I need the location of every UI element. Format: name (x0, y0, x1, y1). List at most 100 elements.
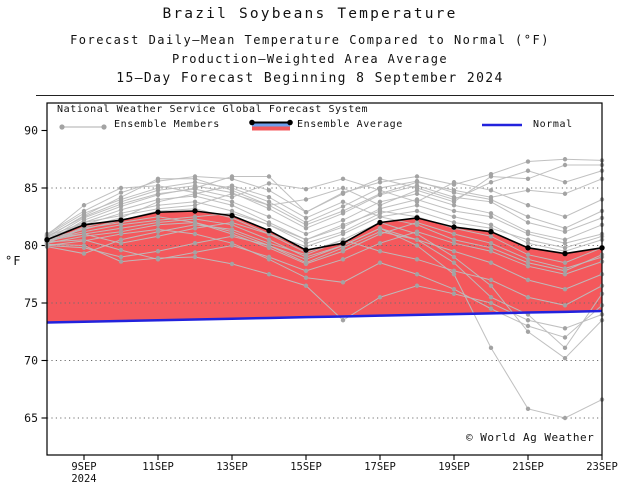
ensemble-member-dot (414, 191, 420, 196)
ensemble-member-dot (488, 195, 494, 200)
ensemble-member-dot (81, 203, 87, 208)
ensemble-member-dot (303, 252, 309, 257)
ensemble-member-dot (414, 174, 420, 179)
ensemble-member-dot (562, 303, 568, 308)
ensemble-member-dot (451, 214, 457, 219)
ensemble-member-line-7 (46, 231, 603, 275)
ensemble-member-dot (414, 237, 420, 242)
ensemble-member-line-10 (46, 201, 603, 252)
ensemble-member-dot (229, 227, 235, 232)
ensemble-member-dot (377, 203, 383, 208)
ensemble-member-dot (562, 237, 568, 242)
ensemble-member-dot (118, 222, 124, 227)
ensemble-member-dot (118, 207, 124, 213)
ensemble-member-dot (340, 229, 346, 234)
ensemble-member-dot (192, 222, 198, 227)
ensemble-member-dot (451, 268, 457, 273)
x-tick-label-11SEP: 11SEP (142, 461, 174, 473)
ensemble-member-dot (266, 257, 272, 262)
ensemble-member-dot (118, 254, 124, 260)
ensemble-average-dot-19SEP (451, 224, 457, 230)
ensemble-average-dot-9SEP (81, 222, 87, 228)
ensemble-member-line-16 (46, 185, 603, 241)
ensemble-member-dot (488, 214, 494, 219)
ensemble-member-line-1 (46, 195, 603, 244)
ensemble-member-dot (266, 188, 272, 193)
ensemble-member-dot (414, 283, 420, 288)
ensemble-member-dot (377, 199, 383, 204)
ensemble-member-line-20 (46, 185, 603, 272)
ensemble-member-dot (303, 275, 309, 280)
chart-subtitle-area: Production–Weighted Area Average (172, 52, 448, 66)
ensemble-member-dot (340, 191, 346, 196)
ensemble-member-dot (525, 159, 531, 164)
ensemble-member-dot (192, 199, 198, 204)
ensemble-member-dot (229, 195, 235, 200)
ensemble-member-dot (340, 257, 346, 262)
ensemble-member-dot (377, 176, 383, 181)
ensemble-member-dot (525, 220, 531, 225)
ensemble-member-dot (266, 174, 272, 179)
ensemble-member-dot (377, 226, 383, 231)
ensemble-member-dot (451, 260, 457, 265)
ensemble-member-dot (118, 195, 124, 200)
ensemble-member-dot (81, 238, 87, 244)
ensemble-member-dot (488, 283, 494, 288)
ensemble-member-dot (414, 188, 420, 193)
ensemble-member-dot (488, 277, 494, 283)
ensemble-member-line-8 (46, 180, 603, 236)
ensemble-member-dot (414, 208, 420, 214)
ensemble-member-dot (562, 356, 568, 361)
ensemble-member-dot (229, 188, 235, 193)
ensemble-member-dot (525, 318, 531, 323)
ensemble-member-dot (525, 229, 531, 234)
ensemble-member-dot (118, 241, 124, 246)
ensemble-member-dot (562, 162, 568, 168)
ensemble-member-dot (303, 215, 309, 221)
ensemble-member-dot (303, 209, 309, 215)
ensemble-member-dot (525, 323, 531, 329)
ensemble-average-dot-22SEP (562, 250, 568, 257)
ensemble-member-dot (303, 231, 309, 237)
ensemble-member-dot (229, 203, 235, 208)
ensemble-member-dot (488, 211, 494, 216)
ensemble-member-dot (229, 241, 235, 246)
ensemble-member-line-2 (46, 185, 603, 237)
ensemble-member-dot (451, 272, 457, 277)
ensemble-member-dot (525, 214, 531, 219)
ensemble-member-dot (414, 257, 420, 262)
ensemble-member-dot (266, 241, 272, 246)
ensemble-average-dot-20SEP (488, 229, 494, 235)
ensemble-member-dot (118, 247, 124, 253)
ensemble-member-dot (266, 206, 272, 211)
ensemble-member-line-12 (46, 170, 603, 243)
ensemble-average-dot-10SEP (118, 217, 124, 223)
legend-ensemble-members-label: Ensemble Members (114, 119, 220, 130)
ensemble-member-dot (525, 176, 531, 181)
ensemble-member-dot (488, 306, 494, 311)
ensemble-member-dot (525, 188, 531, 193)
ensemble-member-dot (118, 226, 124, 231)
ensemble-average-dot-16SEP (340, 240, 346, 246)
ensemble-member-dot (118, 201, 124, 207)
ensemble-member-dot (266, 195, 272, 200)
ensemble-member-dot (562, 180, 568, 185)
ensemble-average-dot-12SEP (192, 208, 198, 214)
ensemble-member-dot (118, 231, 124, 237)
ensemble-member-dot (340, 208, 346, 214)
ensemble-member-dot (377, 229, 383, 234)
ensemble-member-dot (155, 176, 161, 181)
ensemble-member-dot (562, 326, 568, 331)
chart-subtitle-period: 15–Day Forecast Beginning 8 September 20… (116, 71, 504, 86)
chart-subtitle-comparison: Forecast Daily–Mean Temperature Compared… (70, 33, 550, 47)
ensemble-member-dot (229, 183, 235, 188)
ensemble-member-line-4 (46, 216, 603, 270)
x-tick-label-23SEP: 23SEP (586, 461, 618, 473)
x-tick-label-15SEP: 15SEP (290, 461, 322, 473)
y-tick-label-70: 70 (24, 354, 38, 368)
ensemble-member-dot (525, 260, 531, 265)
ensemble-member-dot (192, 250, 198, 255)
ensemble-member-dot (118, 259, 124, 264)
ensemble-member-dot (340, 176, 346, 181)
